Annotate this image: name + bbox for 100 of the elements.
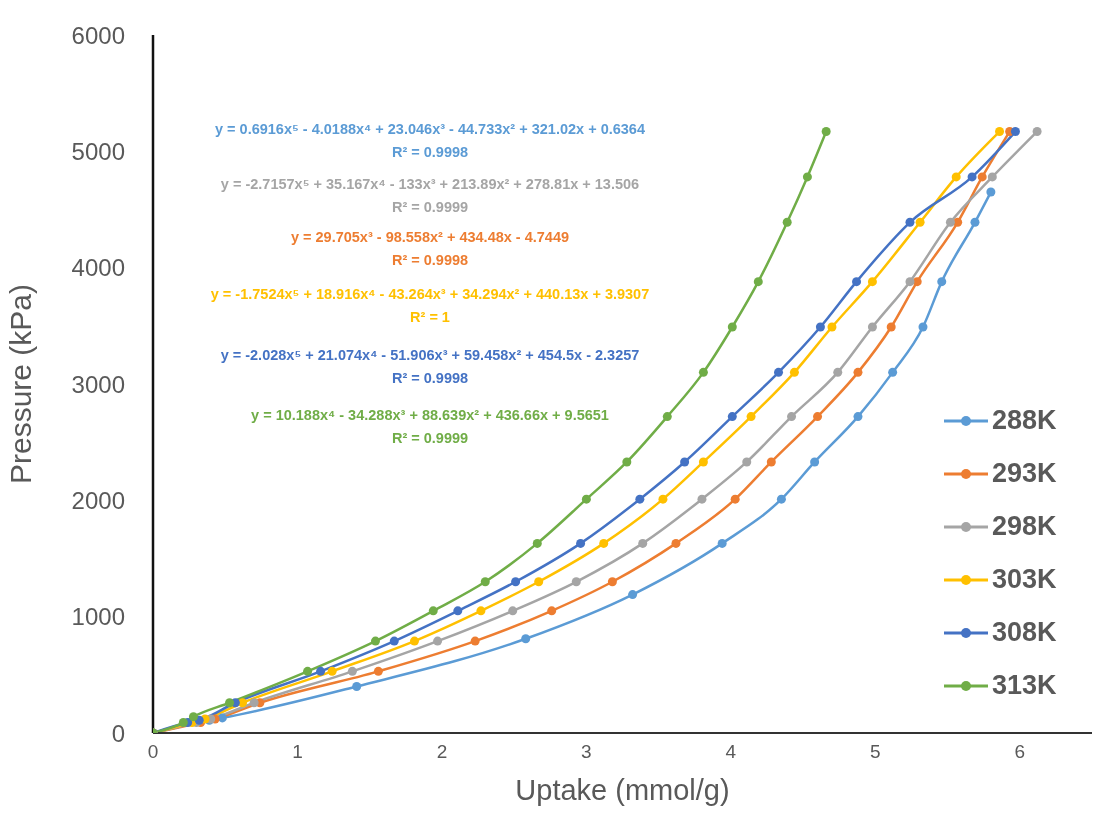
point	[774, 367, 784, 377]
point	[813, 412, 823, 422]
point	[470, 636, 480, 646]
point	[827, 322, 837, 332]
point	[628, 590, 638, 600]
point	[188, 712, 198, 722]
point	[967, 172, 977, 182]
point	[787, 412, 797, 422]
point	[547, 606, 557, 616]
point	[867, 277, 877, 287]
x-tick-label: 5	[870, 741, 881, 763]
point	[742, 457, 752, 467]
point	[178, 718, 188, 728]
point	[532, 538, 542, 548]
point	[886, 322, 896, 332]
point	[852, 277, 862, 287]
legend-label: 303K	[992, 564, 1057, 595]
annotation: y = 0.6916x⁵ - 4.0188x⁴ + 23.046x³ - 44.733x² + 321.02x + 0.6364 R² = 0.9998	[214, 120, 646, 162]
point	[853, 367, 863, 377]
point	[730, 494, 740, 504]
point	[802, 172, 812, 182]
x-tick-label: 6	[1014, 741, 1026, 763]
point	[937, 277, 947, 287]
point	[782, 217, 792, 227]
point	[534, 577, 544, 587]
point	[433, 636, 443, 646]
point	[727, 322, 737, 332]
point	[833, 367, 843, 377]
point	[776, 494, 786, 504]
point	[698, 367, 708, 377]
point	[753, 277, 763, 287]
point	[476, 606, 486, 616]
legend-label: 313K	[992, 670, 1057, 701]
point	[853, 412, 863, 422]
x-tick-label: 2	[436, 741, 448, 763]
point	[987, 172, 997, 182]
x-tick-label: 4	[725, 741, 737, 763]
annotation: y = -1.7524x⁵ + 18.916x⁴ - 43.264x³ + 34.294x² + 440.13x + 3.9307 R² = 1	[209, 285, 651, 327]
y-tick-label: 4000	[71, 254, 125, 282]
point	[352, 681, 362, 691]
y-tick-label: 6000	[71, 21, 125, 49]
y-tick-label: 1000	[71, 603, 125, 631]
point	[303, 666, 313, 676]
point	[951, 172, 961, 182]
point	[480, 577, 490, 587]
point	[789, 367, 799, 377]
x-tick-label: 0	[147, 741, 159, 763]
point	[599, 538, 609, 548]
point	[635, 494, 645, 504]
point	[905, 277, 915, 287]
point	[453, 606, 463, 616]
point	[316, 666, 326, 676]
legend-label: 298K	[992, 511, 1057, 542]
legend-label: 308K	[992, 617, 1057, 648]
y-tick-label: 2000	[71, 486, 125, 514]
point	[746, 412, 756, 422]
y-axis-title: Pressure (kPa)	[3, 283, 37, 485]
point	[905, 217, 915, 227]
point	[821, 127, 831, 137]
point	[521, 634, 531, 644]
point	[810, 457, 820, 467]
point	[225, 698, 235, 708]
point	[373, 666, 383, 676]
point	[680, 457, 690, 467]
point	[238, 698, 248, 708]
point	[347, 666, 357, 676]
annotation: y = 10.188x⁴ - 34.288x³ + 88.639x² + 436.66x + 9.5651 R² = 0.9999	[250, 406, 610, 448]
point	[717, 538, 727, 548]
point	[576, 538, 586, 548]
point	[1010, 127, 1020, 137]
point	[409, 636, 419, 646]
point	[912, 277, 922, 287]
point	[888, 367, 898, 377]
point	[945, 217, 955, 227]
point	[508, 606, 518, 616]
point	[698, 457, 708, 467]
point	[727, 412, 737, 422]
x-axis-title: Uptake (mmol/g)	[515, 774, 730, 806]
annotation: y = 29.705x³ - 98.558x² + 434.48x - 4.7449 R² = 0.9998	[289, 228, 571, 270]
point	[622, 457, 632, 467]
y-tick-label: 5000	[71, 137, 125, 165]
legend-label: 293K	[992, 458, 1057, 489]
annotation: y = -2.7157x⁵ + 35.167x⁴ - 133x³ + 213.89x² + 278.81x + 13.506 R² = 0.9999	[219, 175, 641, 217]
point	[697, 494, 707, 504]
point	[766, 457, 776, 467]
point	[970, 217, 980, 227]
point	[327, 666, 337, 676]
point	[389, 636, 399, 646]
point	[638, 538, 648, 548]
x-tick-label: 1	[292, 741, 303, 763]
point	[995, 127, 1005, 137]
y-tick-label: 3000	[71, 370, 125, 398]
point	[986, 187, 996, 197]
point	[915, 217, 925, 227]
annotation: y = -2.028x⁵ + 21.074x⁴ - 51.906x³ + 59.458x² + 454.5x - 2.3257 R² = 0.9998	[219, 346, 641, 388]
point	[571, 577, 581, 587]
point	[867, 322, 877, 332]
point	[370, 636, 380, 646]
point	[977, 172, 987, 182]
point	[607, 577, 617, 587]
